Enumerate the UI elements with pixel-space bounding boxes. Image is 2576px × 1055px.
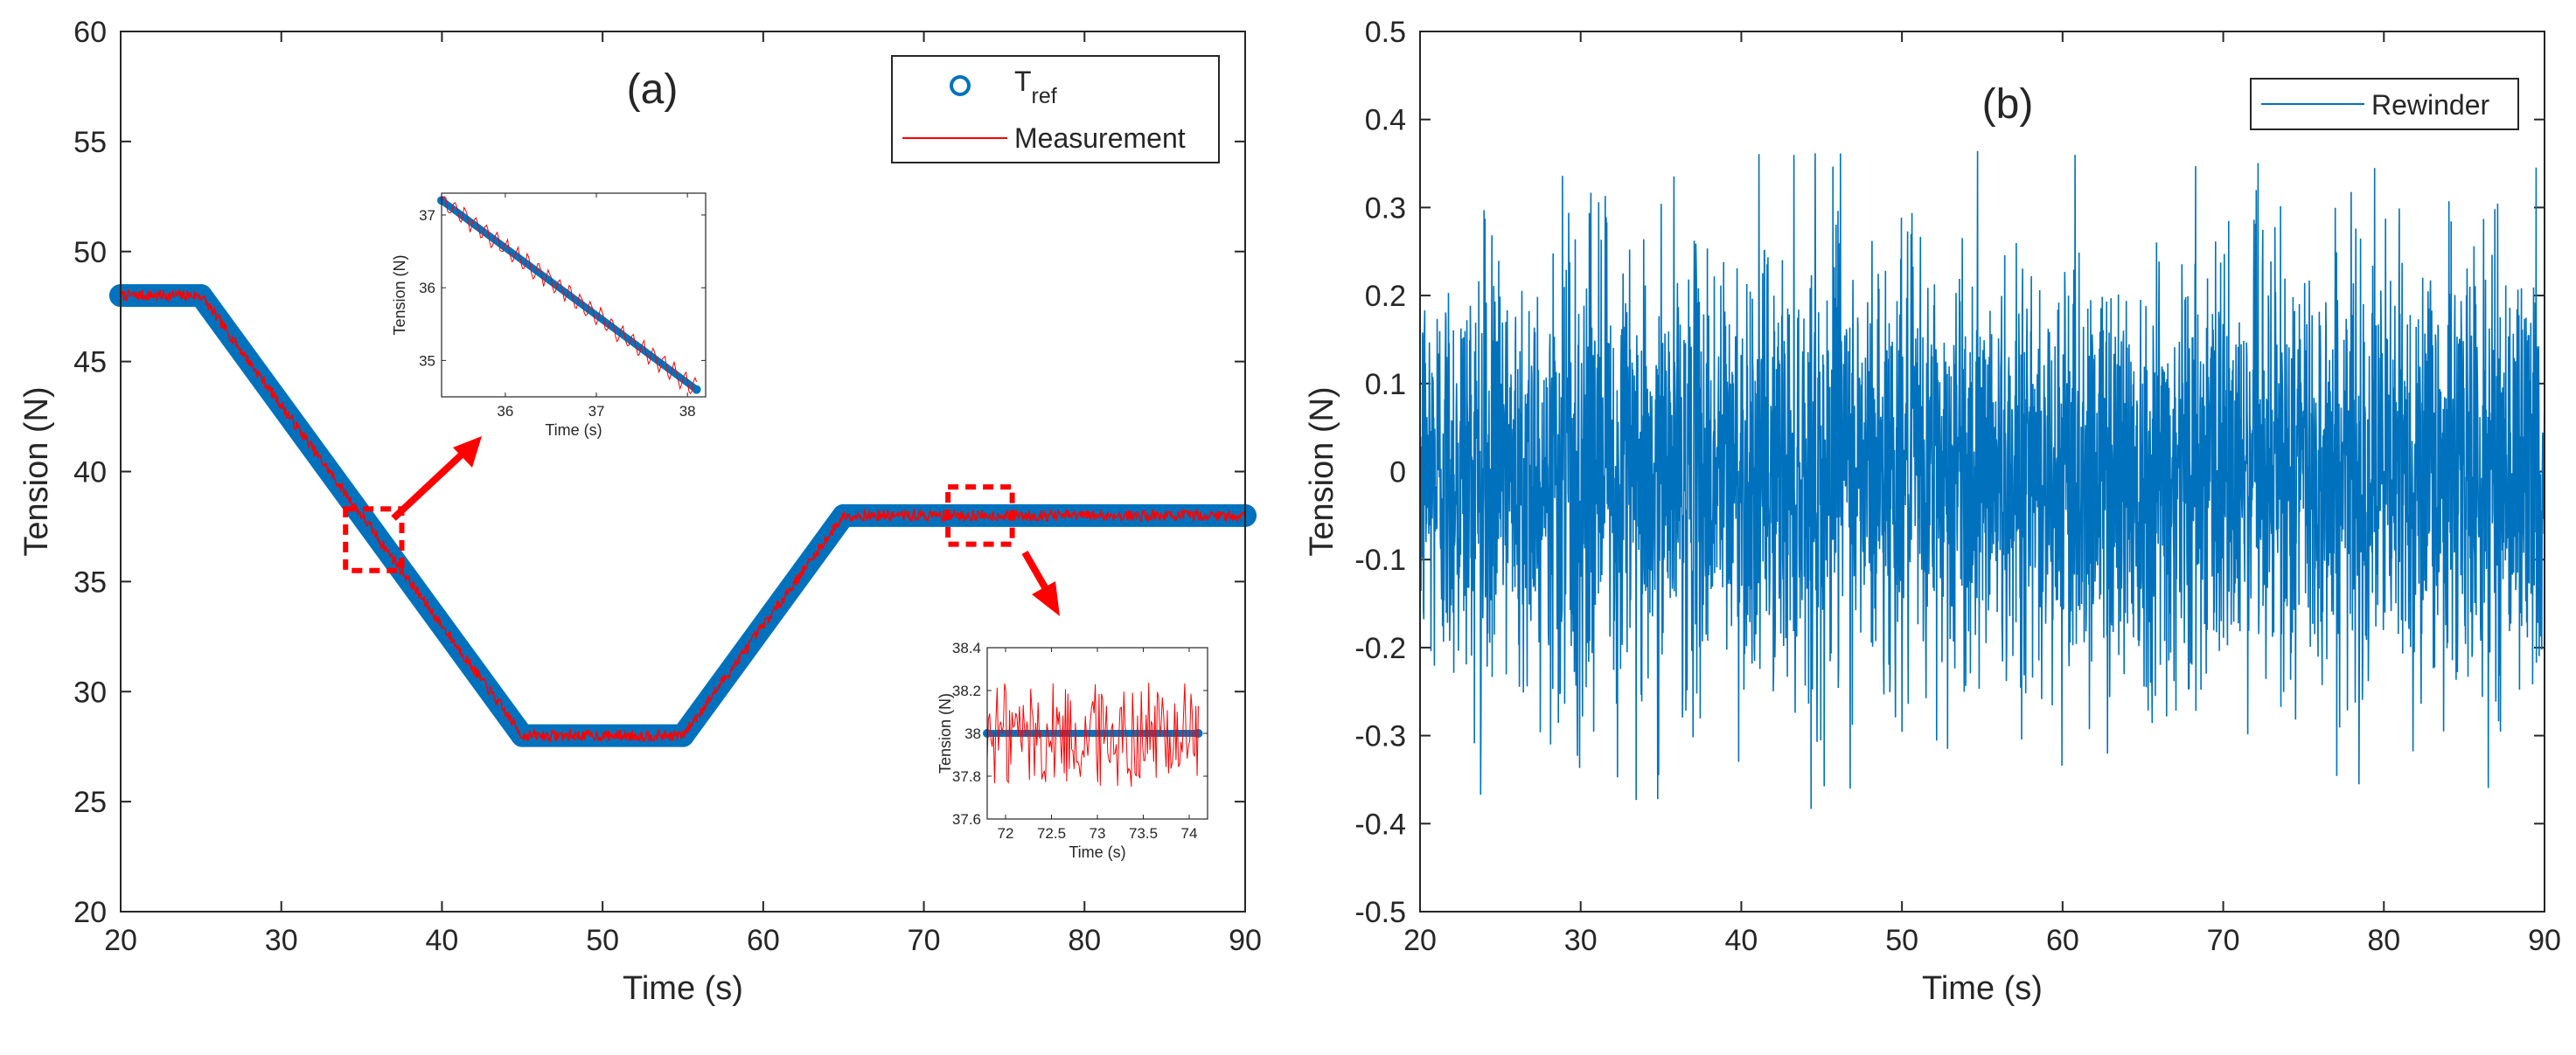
- measurement-line: [120, 288, 1246, 744]
- axes-frame: [120, 31, 1246, 913]
- zoom-highlight-box: [945, 484, 1015, 547]
- y-tick-label: 30: [73, 676, 107, 709]
- panel-b: 20 30 40 50 60 70 80 90 -0.5 -0.4 -0.3 -0.2 -0.1 0 0.1…: [1304, 16, 2561, 1007]
- x-tick-label: 70: [2207, 924, 2240, 957]
- y-axis-label: Tension (N): [936, 693, 954, 774]
- y-tick-label: 20: [73, 896, 107, 929]
- x-tick-label: 73: [1090, 825, 1106, 842]
- y-tick-label: 0.5: [1365, 16, 1406, 49]
- y-tick-label: -0.3: [1354, 720, 1406, 753]
- y-tick-label: 0.2: [1365, 280, 1406, 313]
- y-tick-label: 45: [73, 346, 107, 379]
- zoom-arrow-2: [1021, 551, 1048, 589]
- x-tick-label: 90: [1229, 924, 1262, 957]
- y-tick-label: 60: [73, 16, 107, 49]
- axes-frame: [1419, 31, 2545, 913]
- x-tick-label: 60: [747, 924, 780, 957]
- x-axis-label: Time (s): [1922, 970, 2043, 1007]
- rewinder-line: [1419, 150, 2545, 809]
- legend-tref-sub: ref: [1032, 84, 1057, 108]
- y-tick-label: -0.2: [1354, 632, 1406, 665]
- x-axis-label: Time (s): [1069, 843, 1125, 861]
- x-tick-label: 74: [1181, 825, 1198, 842]
- y-tick-label: -0.5: [1354, 896, 1406, 929]
- inset-2: 72 72.5 73 73.5 74 37.6 37.8 38 38.2 38.4 Time (s)…: [936, 640, 1208, 861]
- legend-tref-base: T: [1014, 66, 1032, 97]
- legend-rewinder-label: Rewinder: [2371, 89, 2490, 121]
- y-tick-label: 55: [73, 126, 107, 159]
- y-tick-label: 36: [419, 280, 435, 296]
- panel-label-b: (b): [1982, 81, 2034, 128]
- zoom-arrow-1: [391, 452, 464, 521]
- x-tick-label: 20: [104, 924, 137, 957]
- legend-measurement-label: Measurement: [1014, 122, 1186, 154]
- axes-frame: [986, 647, 1208, 820]
- inset-measurement-line: [986, 683, 1199, 788]
- x-axis-label: Time (s): [623, 970, 743, 1007]
- panel-label-a: (a): [627, 66, 679, 113]
- x-tick-label: 80: [2367, 924, 2400, 957]
- y-tick-label: 0.1: [1365, 368, 1406, 401]
- legend-tref-label: Tref: [1014, 66, 1057, 108]
- legend-tref-marker: [950, 75, 971, 96]
- x-tick-label: 40: [426, 924, 459, 957]
- x-tick-label: 40: [1725, 924, 1758, 957]
- x-tick-label: 60: [2046, 924, 2079, 957]
- x-tick-label: 50: [586, 924, 619, 957]
- x-axis-label: Time (s): [545, 421, 602, 439]
- zoom-arrowhead-2: [1032, 581, 1060, 616]
- y-tick-label: 37.8: [952, 768, 981, 785]
- inset-tref-point: [692, 385, 701, 394]
- x-tick-label: 72: [998, 825, 1014, 842]
- y-tick-label: 35: [73, 566, 107, 599]
- y-tick-label: 37: [419, 207, 435, 224]
- y-tick-label: 37.6: [952, 811, 981, 828]
- x-tick-label: 50: [1885, 924, 1918, 957]
- y-tick-label: -0.4: [1354, 808, 1406, 841]
- y-tick-label: 38.4: [952, 640, 981, 656]
- zoom-highlight-box: [343, 506, 405, 573]
- y-tick-label: 0.3: [1365, 191, 1406, 225]
- x-tick-label: 20: [1403, 924, 1437, 957]
- legend-b: Rewinder: [2250, 78, 2519, 130]
- x-tick-label: 37: [588, 403, 605, 420]
- legend-a: Tref Measurement: [891, 55, 1220, 163]
- y-tick-label: 40: [73, 456, 107, 489]
- y-tick-label: 0.4: [1365, 104, 1406, 137]
- y-tick-label: -0.1: [1354, 544, 1406, 577]
- x-tick-label: 90: [2528, 924, 2561, 957]
- x-tick-label: 36: [497, 403, 513, 420]
- x-tick-label: 30: [1564, 924, 1598, 957]
- y-axis-label: Tension (N): [18, 386, 55, 556]
- y-tick-label: 38: [964, 725, 981, 742]
- x-tick-label: 80: [1068, 924, 1101, 957]
- inset-tref-line: [438, 197, 700, 393]
- y-tick-label: 38.2: [952, 683, 981, 699]
- y-tick-label: 35: [419, 352, 435, 369]
- x-tick-label: 38: [679, 403, 696, 420]
- y-tick-label: 25: [73, 786, 107, 819]
- x-tick-label: 30: [265, 924, 298, 957]
- x-tick-label: 72.5: [1037, 825, 1066, 842]
- x-tick-label: 73.5: [1129, 825, 1158, 842]
- zoom-arrowhead-1: [453, 436, 482, 468]
- x-tick-label: 70: [908, 924, 941, 957]
- axes-frame: [441, 192, 707, 398]
- y-axis-label: Tension (N): [1304, 386, 1340, 556]
- inset-measurement-line: [441, 196, 698, 395]
- y-tick-label: 0: [1389, 456, 1406, 489]
- legend-box: [891, 55, 1220, 163]
- y-tick-label: 50: [73, 236, 107, 269]
- y-axis-label: Tension (N): [391, 254, 408, 335]
